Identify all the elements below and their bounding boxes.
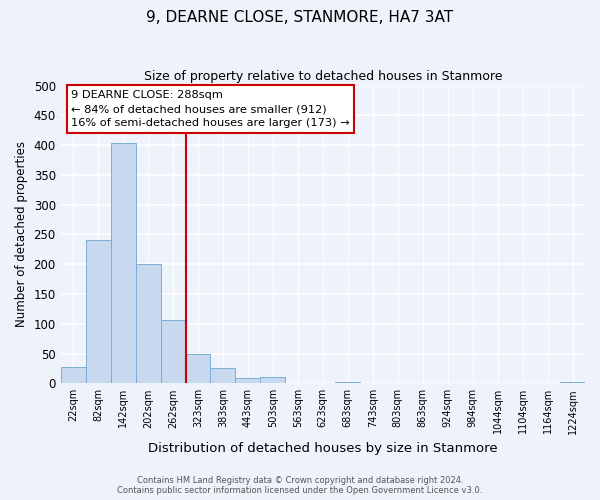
Title: Size of property relative to detached houses in Stanmore: Size of property relative to detached ho… (143, 70, 502, 83)
Bar (335, 382, 360, 384)
Bar (161, 320, 185, 384)
Text: Contains HM Land Registry data © Crown copyright and database right 2024.
Contai: Contains HM Land Registry data © Crown c… (118, 476, 482, 495)
Bar (260, 378, 286, 384)
Bar (61, 367, 86, 384)
X-axis label: Distribution of detached houses by size in Stanmore: Distribution of detached houses by size … (148, 442, 497, 455)
Bar (136, 264, 161, 384)
Bar (185, 354, 211, 384)
Bar (86, 240, 110, 384)
Bar (560, 382, 585, 384)
Text: 9 DEARNE CLOSE: 288sqm
← 84% of detached houses are smaller (912)
16% of semi-de: 9 DEARNE CLOSE: 288sqm ← 84% of detached… (71, 90, 350, 128)
Bar (110, 144, 136, 384)
Bar (235, 378, 260, 384)
Y-axis label: Number of detached properties: Number of detached properties (15, 142, 28, 328)
Bar (211, 368, 235, 384)
Text: 9, DEARNE CLOSE, STANMORE, HA7 3AT: 9, DEARNE CLOSE, STANMORE, HA7 3AT (146, 10, 454, 25)
